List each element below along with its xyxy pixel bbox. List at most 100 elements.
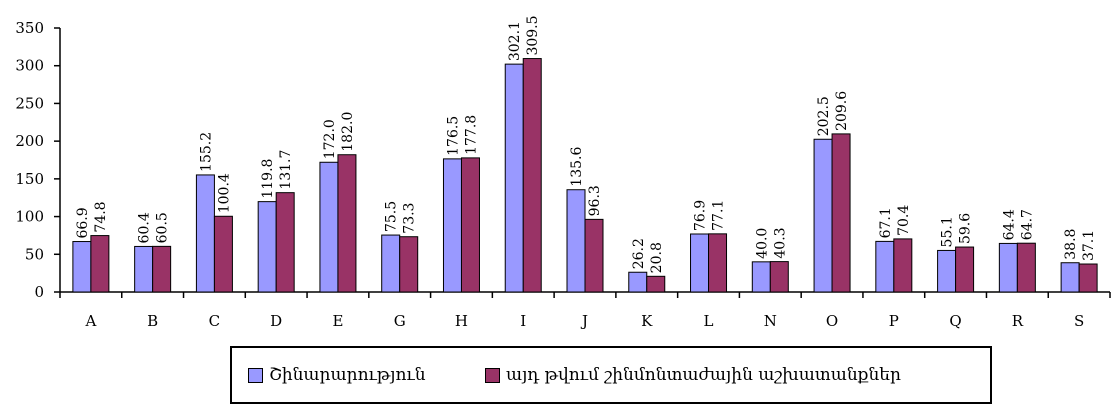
x-tick-label: D: [270, 312, 282, 330]
x-tick-label: J: [580, 312, 588, 330]
x-tick-label: I: [520, 312, 526, 330]
bar-series-1: [319, 161, 339, 293]
bar-series-2: [275, 192, 295, 293]
x-tick-label: N: [764, 312, 777, 330]
data-label-series-1: 67.1: [878, 207, 894, 238]
data-label-series-2: 20.8: [649, 242, 665, 273]
data-label-series-1: 202.5: [816, 96, 832, 136]
x-tick-label: G: [394, 312, 406, 330]
y-tick-label: 300: [15, 57, 44, 75]
x-tick-label: E: [332, 312, 343, 330]
data-label-series-2: 182.0: [340, 112, 356, 152]
data-label-series-1: 119.8: [260, 159, 276, 199]
bar-series-1: [628, 271, 648, 293]
bar-series-1: [195, 174, 215, 293]
data-label-series-2: 131.7: [278, 150, 294, 190]
y-tick-label: 250: [15, 94, 44, 112]
y-tick-label: 200: [15, 132, 44, 150]
bar-series-1: [566, 189, 586, 293]
x-tick-label: B: [147, 312, 158, 330]
data-label-series-1: 60.4: [137, 212, 153, 243]
data-label-series-1: 172.0: [322, 119, 338, 159]
bar-series-2: [522, 58, 542, 293]
bar-series-1: [504, 63, 524, 293]
x-tick-label: P: [889, 312, 899, 330]
data-label-series-1: 66.9: [75, 207, 91, 238]
data-label-series-2: 209.6: [834, 91, 850, 131]
data-label-series-2: 60.5: [155, 212, 171, 243]
bar-series-2: [646, 275, 666, 293]
data-label-series-1: 55.1: [940, 216, 956, 247]
data-label-series-1: 64.4: [1001, 209, 1017, 240]
bar-series-1: [813, 138, 833, 293]
data-label-series-2: 59.6: [958, 213, 974, 244]
y-tick-label: 150: [15, 170, 44, 188]
legend-item-series-2: այդ թվում շինմոնտաժային աշխատանքներ: [485, 364, 901, 386]
bar-series-2: [769, 261, 789, 293]
data-label-series-1: 176.5: [445, 116, 461, 156]
data-label-series-2: 77.1: [711, 200, 727, 231]
data-label-series-1: 26.2: [631, 238, 647, 269]
bar-series-2: [584, 218, 604, 293]
data-label-series-2: 37.1: [1081, 230, 1097, 261]
bar-series-1: [381, 234, 401, 293]
x-tick-label: H: [455, 312, 468, 330]
data-label-series-1: 40.0: [754, 228, 770, 259]
data-label-series-2: 96.3: [587, 185, 603, 216]
legend: Շինարարություն այդ թվում շինմոնտաժային ա…: [230, 346, 992, 404]
x-tick-label: C: [209, 312, 220, 330]
legend-swatch-series-2: [485, 367, 500, 383]
bar-series-2: [399, 236, 419, 293]
bar-series-1: [875, 240, 895, 293]
legend-swatch-series-1: [248, 367, 263, 383]
legend-item-series-1: Շինարարություն: [248, 364, 426, 386]
bar-series-1: [442, 158, 462, 293]
data-label-series-1: 302.1: [507, 21, 523, 61]
legend-label-series-2: այդ թվում շինմոնտաժային աշխատանքներ: [506, 365, 901, 385]
bar-series-1: [72, 241, 92, 293]
data-labels: 66.9 60.4 155.2 119.8 172.0 75.5 176.5 302.1 135…: [75, 15, 1097, 273]
data-label-series-2: 64.7: [1019, 209, 1035, 240]
bar-series-1: [134, 245, 154, 293]
data-label-series-2: 74.8: [93, 201, 109, 232]
data-label-series-1: 76.9: [693, 200, 709, 231]
bar-series-1: [751, 261, 771, 293]
bar-series-2: [90, 235, 110, 293]
x-tick-label: A: [84, 312, 96, 330]
x-tick-label: R: [1012, 312, 1024, 330]
data-label-series-2: 73.3: [402, 203, 418, 234]
bar-series-1: [690, 233, 710, 293]
data-label-series-1: 155.2: [198, 132, 214, 172]
bar-series-2: [1078, 263, 1098, 293]
bar-series-2: [152, 245, 172, 293]
data-label-series-2: 309.5: [525, 15, 541, 55]
bar-series-1: [257, 201, 277, 293]
bar-series-2: [955, 246, 975, 293]
data-label-series-2: 100.4: [216, 173, 232, 213]
bars: [72, 58, 1098, 293]
y-tick-label: 350: [15, 19, 44, 37]
x-tick-label: O: [826, 312, 838, 330]
bar-series-2: [213, 215, 233, 293]
y-tick-label: 100: [15, 208, 44, 226]
bar-series-2: [460, 157, 480, 293]
bar-series-1: [1060, 262, 1080, 293]
x-tick-label: S: [1074, 312, 1084, 330]
axes: 0 50 100 150 200 250 300 350 A B C D E G H I J K L N O P Q R S: [15, 19, 1111, 330]
data-label-series-1: 38.8: [1063, 229, 1079, 260]
data-label-series-2: 70.4: [896, 205, 912, 236]
bar-series-2: [708, 233, 728, 293]
bar-series-1: [937, 249, 957, 293]
x-tick-label: Q: [949, 312, 961, 330]
x-tick-label: L: [704, 312, 714, 330]
bar-chart: 0 50 100 150 200 250 300 350 A B C D E G H I J K L N O P Q R S 6…: [15, 15, 1111, 330]
legend-label-series-1: Շինարարություն: [269, 365, 426, 385]
data-label-series-2: 177.8: [463, 115, 479, 155]
bar-series-2: [831, 133, 851, 293]
bar-series-2: [337, 154, 357, 293]
y-tick-label: 50: [25, 245, 44, 263]
bar-series-2: [893, 238, 913, 293]
bar-series-2: [1016, 242, 1036, 293]
data-label-series-2: 40.3: [772, 227, 788, 258]
x-tick-label: K: [641, 312, 653, 330]
